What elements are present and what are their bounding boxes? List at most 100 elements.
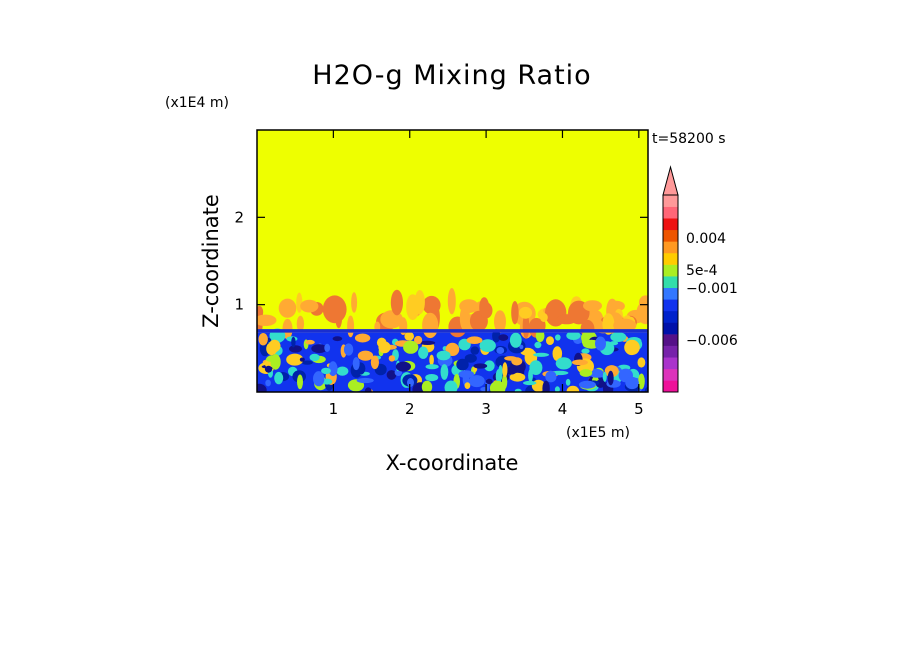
plume-blob — [347, 315, 355, 338]
x-scale-label: (x1E5 m) — [566, 425, 630, 441]
turbulence-blob — [289, 345, 302, 353]
turbulence-blob — [523, 380, 537, 386]
turbulence-blob — [607, 370, 614, 386]
turbulence-blob — [265, 379, 271, 387]
turbulence-blob — [578, 380, 596, 389]
turbulence-blob — [421, 380, 433, 392]
plume-blob — [390, 289, 403, 316]
turbulence-blob — [466, 336, 483, 345]
turbulence-blob — [404, 331, 415, 341]
y-axis-label: Z-coordinate — [199, 194, 223, 328]
turbulence-blob — [419, 340, 436, 345]
turbulence-blob — [498, 334, 509, 341]
turbulence-blob — [395, 361, 411, 372]
turbulence-blob — [332, 336, 343, 342]
colorbar-tick-label: −0.006 — [686, 333, 738, 349]
colorbar-frame — [662, 194, 679, 393]
colorbar-segment — [663, 195, 678, 207]
turbulence-blob — [485, 378, 493, 385]
colorbar-segment — [663, 357, 678, 370]
turbulence-blob — [321, 367, 331, 375]
x-axis-label: X-coordinate — [386, 451, 519, 475]
turbulence-blob — [637, 357, 646, 368]
turbulence-blob — [502, 362, 508, 378]
turbulence-blob — [301, 360, 313, 365]
turbulence-blob — [566, 331, 581, 340]
turbulence-blob — [440, 364, 449, 380]
turbulence-blob — [436, 350, 451, 361]
colorbar-segment — [663, 345, 678, 358]
turbulence-blob — [311, 344, 328, 354]
turbulence-blob — [566, 385, 580, 392]
turbulence-blob — [458, 370, 475, 379]
turbulence-blob — [257, 383, 267, 392]
turbulence-blob — [444, 380, 458, 392]
turbulence-blob — [581, 348, 590, 354]
turbulence-blob — [479, 339, 496, 352]
turbulence-blob — [602, 371, 607, 382]
plume-blob — [479, 297, 490, 318]
turbulence-blob — [356, 377, 374, 384]
turbulence-blob — [610, 332, 627, 342]
plot-area — [257, 130, 648, 392]
plume-blob — [296, 315, 305, 332]
turbulence-blob — [270, 354, 281, 370]
plume-blob — [494, 310, 506, 333]
colorbar-segment — [663, 218, 678, 231]
x-tick-label: 3 — [481, 400, 491, 418]
turbulence-blob — [468, 375, 485, 388]
boundary-line — [257, 329, 648, 333]
plume-blob — [511, 301, 519, 325]
turbulence-blob — [644, 386, 648, 392]
turbulence-blob — [291, 336, 296, 348]
turbulence-blob — [425, 374, 439, 382]
plume-blob — [583, 300, 602, 312]
turbulence-blob — [624, 339, 640, 356]
turbulence-blob — [470, 346, 480, 355]
turbulence-blob — [343, 343, 354, 356]
colorbar-segment — [663, 206, 678, 219]
turbulence-blob — [534, 341, 542, 349]
turbulence-blob — [370, 355, 379, 370]
turbulence-blob — [266, 342, 278, 356]
colorbar-segment — [663, 334, 678, 346]
y-tick-label: 1 — [234, 296, 244, 314]
turbulence-blob — [489, 380, 506, 392]
colorbar-segment — [663, 252, 678, 265]
turbulence-blob — [484, 360, 495, 372]
colorbar-segment — [663, 276, 678, 289]
colorbar-segment — [663, 322, 678, 335]
turbulence-blob — [473, 363, 488, 369]
turbulence-blob — [425, 364, 439, 370]
plume-blob — [447, 288, 456, 315]
turbulence-blob — [545, 370, 557, 383]
turbulence-blob — [552, 346, 563, 361]
turbulence-blob — [638, 373, 645, 390]
plume-blob — [607, 300, 625, 312]
turbulence-blob — [407, 378, 414, 387]
plume-blob — [257, 314, 277, 326]
turbulence-blob — [286, 353, 304, 366]
turbulence-blob — [555, 334, 561, 341]
x-tick-label: 4 — [558, 400, 568, 418]
colorbar-tick-label: 5e-4 — [686, 263, 718, 279]
turbulence-blob — [546, 336, 554, 345]
turbulence-blob — [609, 341, 619, 346]
plume-blob — [638, 295, 648, 310]
turbulence-blob — [595, 336, 606, 351]
colorbar-segment — [663, 241, 678, 254]
turbulence-blob — [266, 357, 279, 362]
colorbar-segment — [663, 310, 678, 323]
turbulence-blob — [328, 361, 338, 377]
turbulence-blob — [336, 366, 349, 376]
turbulence-blob — [496, 347, 505, 354]
turbulence-blob — [456, 358, 469, 371]
colorbar-tick-label: −0.001 — [686, 281, 738, 297]
turbulence-blob — [533, 352, 550, 357]
colorbar-segment — [663, 229, 678, 242]
plume-blob — [322, 295, 347, 324]
plume-blob — [296, 292, 303, 313]
turbulence-blob — [528, 368, 533, 383]
turbulence-blob — [388, 355, 396, 362]
turbulence-blob — [555, 357, 572, 370]
